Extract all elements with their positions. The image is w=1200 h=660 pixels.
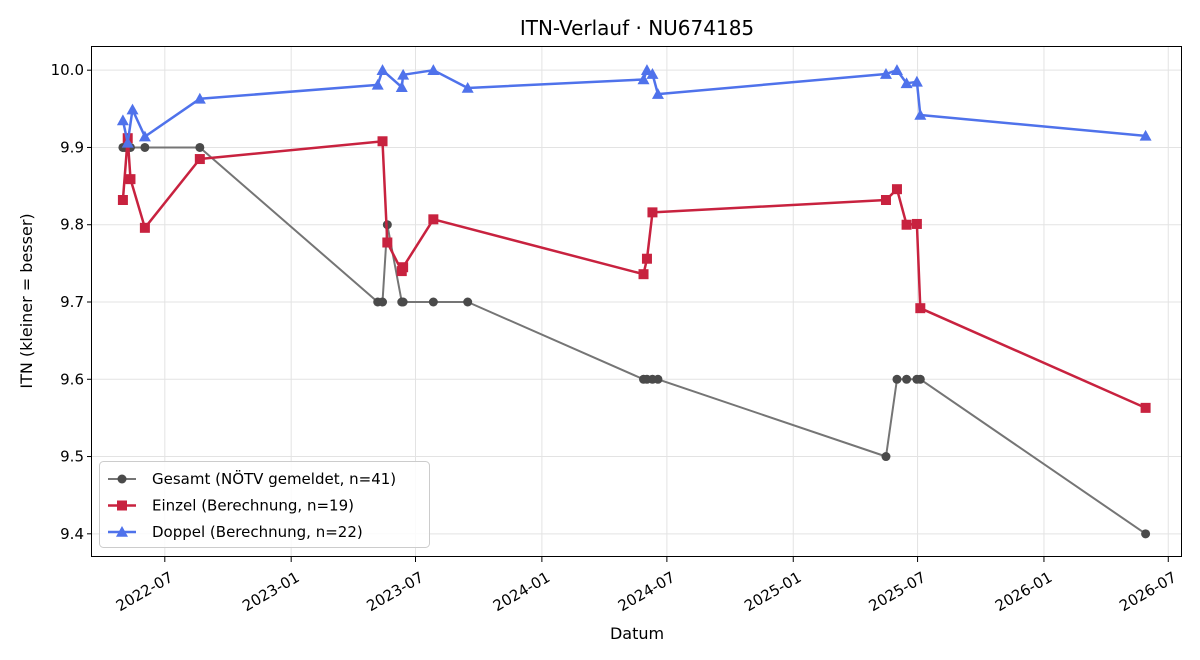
data-point (1139, 129, 1152, 141)
legend-label: Doppel (Berechnung, n=22) (152, 523, 363, 541)
x-tick-label: 2022-07 (113, 568, 176, 615)
data-point (1140, 402, 1151, 413)
y-tick-label: 9.4 (60, 525, 84, 543)
data-point (117, 195, 128, 205)
x-tick-label: 2026-01 (992, 568, 1055, 615)
data-point (116, 114, 129, 126)
y-axis: 9.4 9.5 9.6 9.7 9.8 9.9 10.0 (51, 61, 92, 543)
data-point (397, 68, 410, 80)
x-tick-label: 2025-07 (866, 568, 929, 615)
series-line (121, 68, 1146, 145)
data-point (646, 68, 659, 79)
y-tick-label: 9.5 (60, 448, 84, 466)
data-point (194, 154, 205, 165)
x-tick-label: 2023-07 (364, 568, 427, 615)
data-point (382, 237, 393, 248)
data-point (881, 452, 891, 462)
x-tick-label: 2024-07 (615, 568, 678, 615)
data-point (915, 374, 925, 384)
data-point (398, 262, 409, 273)
y-tick-label: 9.7 (60, 293, 84, 311)
legend-marker (117, 474, 127, 484)
data-point (892, 374, 902, 384)
data-point (911, 218, 922, 229)
data-point (647, 207, 658, 218)
x-tick-label: 2024-01 (490, 568, 553, 615)
data-point (915, 303, 926, 314)
x-tick-label: 2026-07 (1116, 568, 1179, 615)
data-point (138, 130, 151, 142)
data-point (461, 81, 474, 93)
data-point (638, 269, 649, 280)
x-tick-label: 2023-01 (239, 568, 302, 615)
legend: Gesamt (NÖTV gemeldet, n=41) Einzel (Bere… (99, 461, 430, 548)
data-point (428, 214, 439, 225)
data-point (427, 64, 440, 75)
data-point (395, 81, 408, 92)
series-layer (116, 64, 1152, 539)
legend-marker (116, 526, 128, 537)
data-point (1141, 529, 1151, 539)
legend-label: Gesamt (NÖTV gemeldet, n=41) (152, 469, 396, 488)
data-point (890, 64, 903, 75)
y-axis-label: ITN (kleiner = besser) (17, 213, 36, 388)
data-point (428, 297, 438, 307)
data-point (914, 109, 927, 120)
legend-marker (117, 500, 127, 511)
y-tick-label: 10.0 (51, 61, 84, 79)
x-axis-label: Datum (610, 624, 664, 643)
data-point (880, 195, 891, 205)
chart-title: ITN-Verlauf · NU674185 (520, 16, 754, 40)
legend-label: Einzel (Berechnung, n=19) (152, 497, 354, 515)
data-point (193, 92, 206, 104)
x-axis: 2022-07 2023-01 2023-07 2024-01 2024-07 2025-… (113, 557, 1180, 615)
y-tick-label: 9.8 (60, 216, 84, 234)
data-point (398, 297, 408, 307)
grid (92, 47, 1182, 557)
data-point (879, 68, 892, 79)
series-line (121, 136, 1147, 410)
data-point (463, 297, 473, 307)
data-point (651, 88, 664, 99)
y-tick-label: 9.6 (60, 370, 84, 388)
series-square (117, 133, 1151, 413)
data-point (139, 222, 150, 233)
data-point (121, 136, 134, 148)
data-point (378, 297, 388, 307)
data-point (891, 184, 902, 195)
data-point (140, 142, 150, 152)
data-point (640, 64, 653, 75)
data-point (902, 374, 912, 384)
data-point (195, 142, 205, 152)
data-point (900, 77, 913, 89)
data-point (910, 75, 923, 87)
x-tick-label: 2025-01 (741, 568, 804, 615)
data-point (376, 64, 389, 75)
data-point (126, 103, 139, 115)
y-tick-label: 9.9 (60, 138, 84, 156)
data-point (637, 73, 650, 85)
data-point (653, 374, 663, 384)
data-point (125, 174, 136, 185)
series-triangle (116, 64, 1152, 148)
data-point (377, 136, 388, 147)
data-point (901, 219, 912, 230)
data-point (641, 253, 652, 264)
legend-box (99, 461, 430, 548)
data-point (371, 78, 384, 90)
